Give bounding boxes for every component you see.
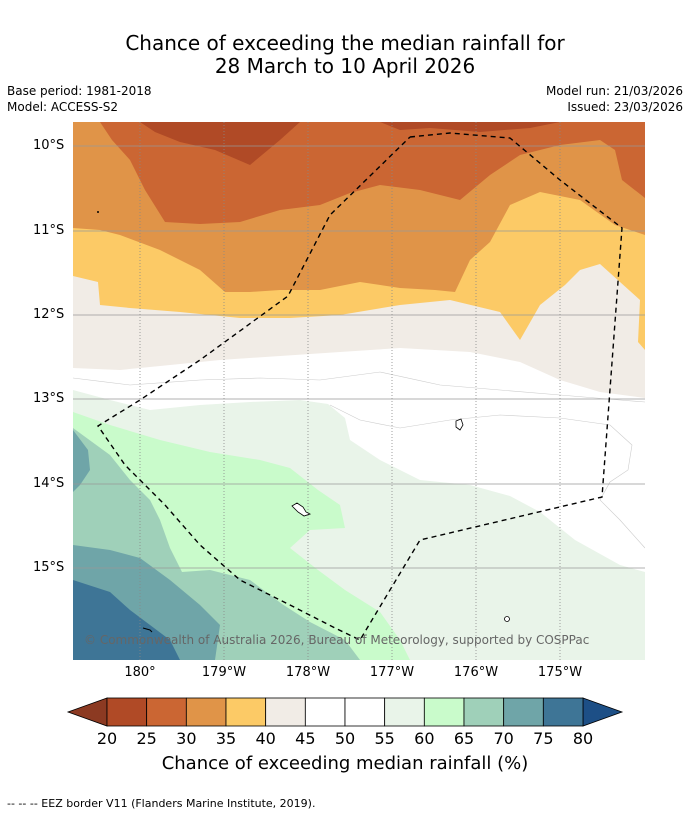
parallel-lines <box>73 145 645 569</box>
map-title-line1: Chance of exceeding the median rainfall … <box>125 31 565 55</box>
island-outline <box>504 616 510 622</box>
model-run-text: Model run: 21/03/2026 <box>545 84 683 98</box>
model-text: Model: ACCESS-S2 <box>7 100 119 114</box>
island-outline <box>97 211 99 213</box>
band-70-75 <box>73 430 90 492</box>
colorbar-segment <box>265 697 306 727</box>
colorbar-segment <box>106 697 148 727</box>
map-panel <box>73 122 645 660</box>
colorbar-tick-label: 55 <box>374 729 395 748</box>
lat-label: 15°S <box>33 560 65 575</box>
lat-label: 13°S <box>33 391 65 406</box>
issued-text: Issued: 23/03/2026 <box>567 100 683 114</box>
colorbar-segment <box>344 697 386 727</box>
copyright-credit: © Commonwealth of Australia 2026, Bureau… <box>84 633 590 647</box>
lon-label: 177°W <box>369 665 415 680</box>
lon-label: 180° <box>124 665 156 680</box>
map-title-line2: 28 March to 10 April 2026 <box>214 54 476 78</box>
lon-label: 178°W <box>285 665 331 680</box>
lon-label: 175°W <box>537 665 583 680</box>
colorbar-tick-label: 20 <box>96 729 118 748</box>
colorbar-title: Chance of exceeding median rainfall (%) <box>161 753 529 774</box>
band-20-25 <box>140 122 300 165</box>
colorbar-tick-label: 60 <box>414 729 435 748</box>
lat-label: 11°S <box>33 223 65 238</box>
colorbar-tick-label: 45 <box>295 729 316 748</box>
colorbar-segment <box>423 697 465 727</box>
island-outline <box>291 502 312 517</box>
colorbar-segment <box>146 697 187 727</box>
colorbar-tick-label: 65 <box>453 729 475 748</box>
colorbar <box>66 697 624 727</box>
eez-border <box>97 132 623 641</box>
colorbar-under-arrow <box>66 697 108 727</box>
colorbar-tick-label: 35 <box>215 729 237 748</box>
eez-footnote: -- -- -- EEZ border V11 (Flanders Marine… <box>7 797 316 810</box>
colorbar-segment <box>225 697 267 727</box>
island-outline <box>455 418 464 431</box>
lon-label: 176°W <box>453 665 499 680</box>
lat-label: 14°S <box>33 476 65 491</box>
colorbar-tick-label: 75 <box>533 729 554 748</box>
colorbar-tick-label: 30 <box>176 729 197 748</box>
base-period-text: Base period: 1981-2018 <box>7 84 152 98</box>
colorbar-over-arrow <box>582 697 624 727</box>
colorbar-tick-label: 50 <box>334 729 356 748</box>
lat-label: 12°S <box>33 307 65 322</box>
colorbar-segment <box>463 697 505 727</box>
colorbar-segment <box>542 697 584 727</box>
colorbar-tick-label: 80 <box>572 729 594 748</box>
colorbar-segment <box>503 697 544 727</box>
colorbar-segment <box>304 697 346 727</box>
lat-label: 10°S <box>33 138 65 153</box>
colorbar-segment <box>185 697 227 727</box>
colorbar-segment <box>384 697 425 727</box>
colorbar-tick-label: 40 <box>255 729 276 748</box>
lon-label: 179°W <box>201 665 247 680</box>
band-20-25-east <box>380 122 560 132</box>
band-75-80 <box>73 580 180 660</box>
colorbar-tick-label: 25 <box>136 729 157 748</box>
island-outline <box>142 627 153 633</box>
colorbar-tick-label: 70 <box>493 729 514 748</box>
